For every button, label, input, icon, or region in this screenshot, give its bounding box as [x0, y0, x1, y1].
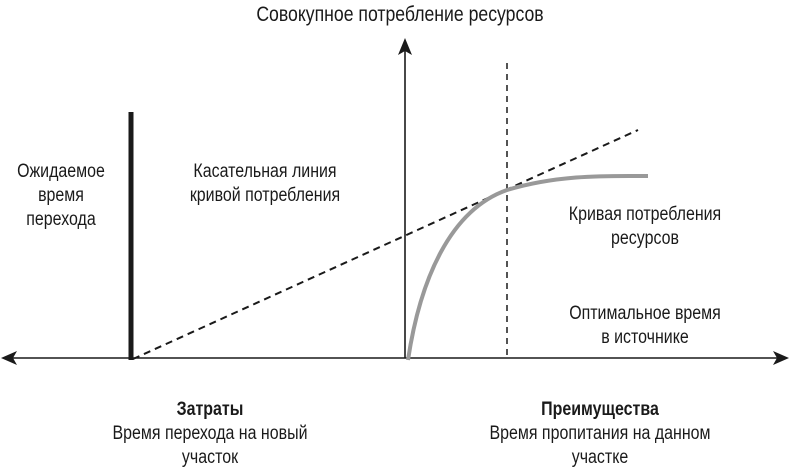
label-line: Касательная линия [193, 161, 337, 182]
label-line: в источнике [601, 327, 689, 348]
benefits-heading: Преимущества [541, 399, 659, 420]
benefits-line: Время пропитания на данном [489, 423, 711, 444]
expected-time-label: Ожидаемое время перехода [10, 160, 112, 232]
label-line: время [38, 185, 84, 206]
label-line: Ожидаемое [17, 161, 105, 182]
label-line: ресурсов [611, 228, 679, 249]
benefits-block: Преимущества Время пропитания на данном … [474, 398, 726, 470]
resource-curve [406, 173, 649, 361]
curve-label: Кривая потребления ресурсов [548, 203, 741, 251]
label-line: Оптимальное время [569, 303, 721, 324]
tangent-label: Касательная линия кривой потребления [173, 160, 358, 208]
diagram-title: Совокупное потребление ресурсов [256, 3, 544, 26]
up-arrow-icon [398, 38, 412, 55]
optimal-time-label: Оптимальное время в источнике [548, 302, 741, 350]
costs-line: Время перехода на новый [112, 423, 308, 444]
costs-line: участок [181, 447, 239, 468]
costs-heading: Затраты [176, 399, 244, 420]
label-line: перехода [26, 209, 96, 230]
tangent-line [132, 129, 639, 360]
benefits-line: участке [571, 447, 629, 468]
label-line: Кривая потребления [568, 204, 722, 225]
left-arrow-icon [1, 351, 17, 365]
costs-block: Затраты Время перехода на новый участок [101, 398, 319, 470]
right-arrow-icon [773, 351, 789, 365]
label-line: кривой потребления [189, 185, 341, 206]
